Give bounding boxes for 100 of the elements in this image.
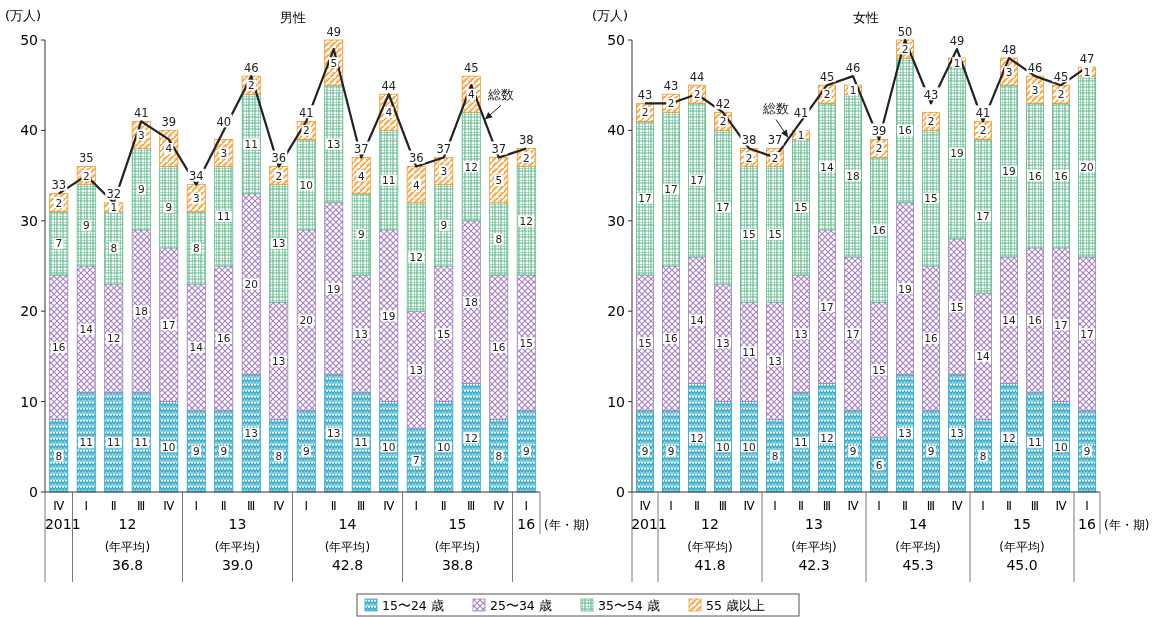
data-label: 39 [871, 123, 887, 138]
data-label: 47 [1079, 51, 1095, 66]
bar [740, 401, 758, 493]
data-label: 8 [495, 232, 503, 245]
data-label: 20 [299, 314, 313, 327]
bar [870, 301, 888, 439]
data-label: 8 [275, 449, 283, 462]
bar [104, 283, 124, 393]
data-label: 2 [82, 169, 90, 182]
bar [379, 401, 399, 493]
x-tick-label: Ⅲ [467, 499, 476, 513]
data-label: 10 [299, 178, 313, 191]
data-label: 8 [55, 449, 63, 462]
bar [636, 274, 654, 412]
y-tick-label: 20 [607, 303, 625, 320]
data-label: 20 [244, 278, 258, 291]
data-label: 15 [519, 336, 533, 349]
text: (年・期) [1104, 518, 1150, 532]
data-label: 18 [134, 305, 148, 318]
data-label: 9 [849, 445, 857, 458]
data-label: 41 [298, 105, 314, 120]
data-label: 15 [872, 363, 886, 376]
data-label: 2 [302, 124, 310, 137]
x-tick-label: Ⅱ [220, 499, 227, 513]
bar [714, 283, 732, 402]
data-label: 4 [385, 106, 393, 119]
data-label: 7 [55, 237, 63, 250]
data-label: 9 [641, 445, 649, 458]
bar [214, 410, 234, 493]
legend-label: 15〜24 歳 [382, 598, 444, 613]
bar [269, 419, 289, 493]
bar [792, 139, 810, 276]
x-tick-label: Ⅲ [247, 499, 256, 513]
y-tick-label: 0 [29, 484, 38, 500]
bar [324, 84, 344, 204]
data-label: 19 [898, 282, 912, 295]
bar [844, 93, 862, 258]
bar [489, 419, 509, 493]
data-label: 18 [464, 296, 478, 309]
text: 45.3 [902, 557, 934, 573]
data-label: 9 [165, 201, 173, 214]
data-label: 40 [216, 114, 232, 129]
data-label: 14 [1002, 314, 1016, 327]
bar [1000, 383, 1018, 493]
data-label: 14 [189, 341, 204, 354]
bar [379, 229, 399, 402]
text: 42.8 [331, 557, 364, 573]
series-name-total: 総数 [484, 87, 514, 120]
bar [159, 401, 179, 493]
data-label: 2 [667, 97, 675, 110]
data-label: 8 [110, 241, 118, 254]
bar [516, 166, 536, 276]
x-tick-label: Ⅳ [273, 499, 285, 513]
bar [434, 401, 454, 493]
legend-label: 35〜54 歳 [598, 598, 660, 613]
data-label: 10 [1054, 440, 1068, 453]
x-tick-label: Ⅱ [440, 499, 447, 513]
data-label: 16 [1028, 314, 1042, 327]
data-label: 3 [1031, 83, 1039, 96]
bar [922, 130, 940, 267]
bar [896, 57, 914, 204]
text: 42.3 [798, 557, 830, 573]
data-label: 9 [357, 228, 365, 241]
data-label: 15 [638, 336, 652, 349]
data-label: 2 [771, 151, 779, 164]
data-label: 14 [690, 314, 704, 327]
bar [131, 392, 151, 493]
data-label: 3 [192, 192, 200, 205]
bar [186, 410, 206, 493]
data-label: 2 [875, 142, 883, 155]
x-tick-label: Ⅰ [414, 499, 419, 513]
data-label: 1 [110, 201, 118, 214]
data-label: 16 [872, 223, 886, 236]
data-label: 12 [519, 214, 533, 227]
data-label: 9 [1083, 445, 1091, 458]
data-label: 17 [1054, 318, 1068, 331]
data-label: 3 [220, 147, 228, 159]
text: 2011 [44, 516, 81, 532]
data-label: 4 [412, 178, 420, 191]
text: (年平均) [434, 540, 481, 554]
data-label: 11 [107, 436, 121, 449]
data-label: 16 [217, 332, 231, 345]
text: 15 [448, 516, 467, 532]
data-label: 12 [107, 332, 121, 345]
data-label: 46 [243, 60, 259, 75]
bar [76, 392, 96, 493]
data-label: 17 [976, 210, 990, 223]
bar [351, 392, 371, 493]
data-label: 16 [1054, 169, 1068, 182]
data-label: 2 [719, 115, 727, 128]
data-label: 41 [975, 105, 991, 120]
x-tick-label: Ⅱ [902, 499, 908, 513]
bar [688, 383, 706, 493]
data-label: 13 [244, 427, 258, 440]
data-label: 45 [463, 60, 479, 75]
data-label: 36 [271, 151, 287, 166]
data-label: 4 [467, 88, 475, 101]
bar [489, 274, 509, 421]
y-tick-label: 40 [20, 122, 38, 139]
data-label: 1 [953, 56, 961, 69]
